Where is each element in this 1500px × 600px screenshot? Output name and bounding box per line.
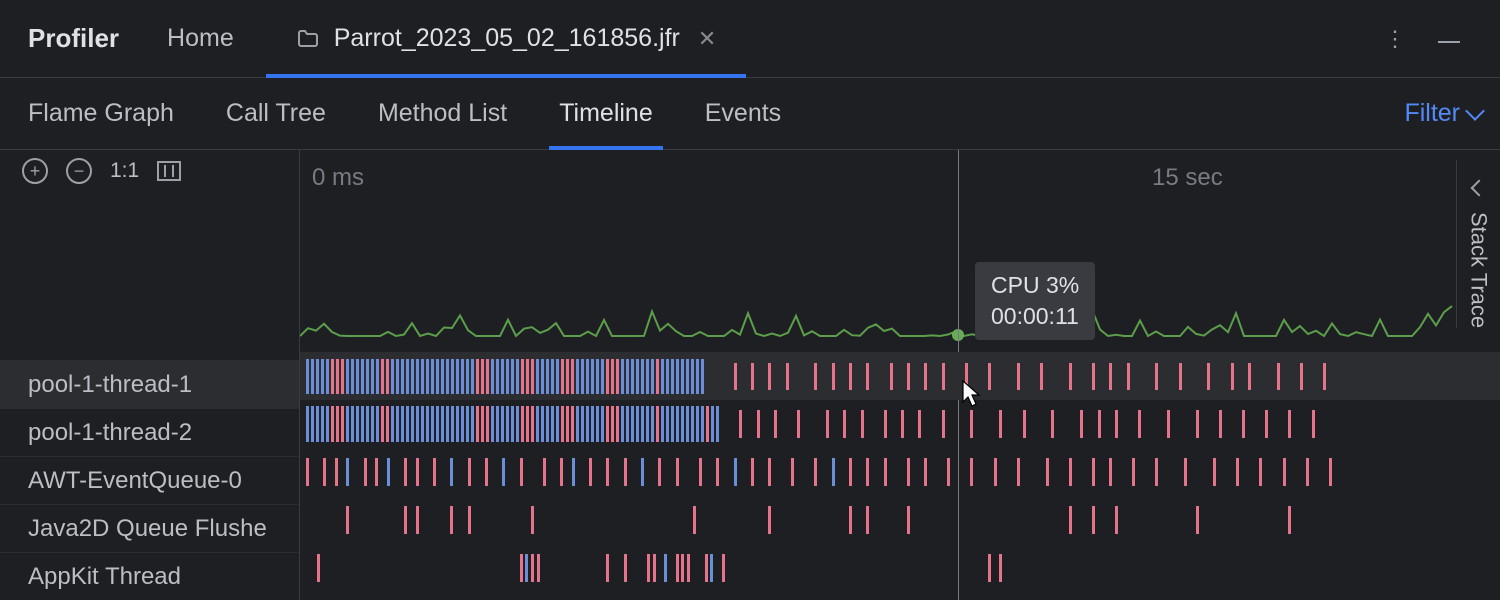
view-tab-events[interactable]: Events xyxy=(705,78,781,149)
fit-icon[interactable] xyxy=(157,161,181,181)
chevron-left-icon xyxy=(1470,180,1487,197)
tooltip-time: 00:00:11 xyxy=(991,301,1079,332)
stack-trace-label: Stack Trace xyxy=(1466,212,1492,328)
stack-trace-panel-tab[interactable]: Stack Trace xyxy=(1456,160,1500,328)
more-icon[interactable]: ⋮ xyxy=(1384,26,1408,52)
filter-label: Filter xyxy=(1404,99,1460,128)
thread-row[interactable]: Java2D Queue Flushe xyxy=(0,504,299,552)
chevron-down-icon xyxy=(1465,101,1485,121)
left-column: + − 1:1 pool-1-thread-1pool-1-thread-2AW… xyxy=(0,150,300,600)
thread-names-list: pool-1-thread-1pool-1-thread-2AWT-EventQ… xyxy=(0,360,299,600)
home-tab[interactable]: Home xyxy=(167,24,234,53)
thread-row[interactable]: AWT-EventQueue-0 xyxy=(0,456,299,504)
thread-lane[interactable] xyxy=(300,400,1500,448)
title-bar: Profiler Home Parrot_2023_05_02_161856.j… xyxy=(0,0,1500,78)
view-tab-timeline[interactable]: Timeline xyxy=(559,78,653,149)
cpu-chart xyxy=(300,150,1456,352)
folder-icon xyxy=(296,27,320,51)
profiler-title: Profiler xyxy=(28,23,119,54)
thread-row[interactable]: pool-1-thread-2 xyxy=(0,408,299,456)
zoom-toolbar: + − 1:1 xyxy=(0,150,299,192)
thread-lane[interactable] xyxy=(300,496,1500,544)
zoom-ratio[interactable]: 1:1 xyxy=(110,159,139,183)
file-name: Parrot_2023_05_02_161856.jfr xyxy=(334,24,680,53)
thread-lane[interactable] xyxy=(300,544,1500,592)
file-tab[interactable]: Parrot_2023_05_02_161856.jfr ✕ xyxy=(280,0,733,77)
view-tab-flame-graph[interactable]: Flame Graph xyxy=(28,78,174,149)
cpu-tooltip: CPU 3% 00:00:11 xyxy=(975,262,1095,340)
thread-row[interactable]: pool-1-thread-1 xyxy=(0,360,299,408)
thread-lane[interactable] xyxy=(300,448,1500,496)
zoom-in-icon[interactable]: + xyxy=(22,158,48,184)
thread-row[interactable]: AppKit Thread xyxy=(0,552,299,600)
view-tabs-bar: Flame Graph Call Tree Method List Timeline E… xyxy=(0,78,1500,150)
thread-lane[interactable] xyxy=(300,352,1500,400)
minimize-icon[interactable] xyxy=(1438,41,1460,43)
view-tab-method-list[interactable]: Method List xyxy=(378,78,507,149)
close-icon[interactable]: ✕ xyxy=(698,26,716,52)
tooltip-cpu: CPU 3% xyxy=(991,270,1079,301)
zoom-out-icon[interactable]: − xyxy=(66,158,92,184)
filter-button[interactable]: Filter xyxy=(1404,99,1482,128)
view-tab-call-tree[interactable]: Call Tree xyxy=(226,78,326,149)
timeline-area[interactable]: 0 ms 15 sec CPU 3% 00:00:11 xyxy=(300,150,1500,600)
